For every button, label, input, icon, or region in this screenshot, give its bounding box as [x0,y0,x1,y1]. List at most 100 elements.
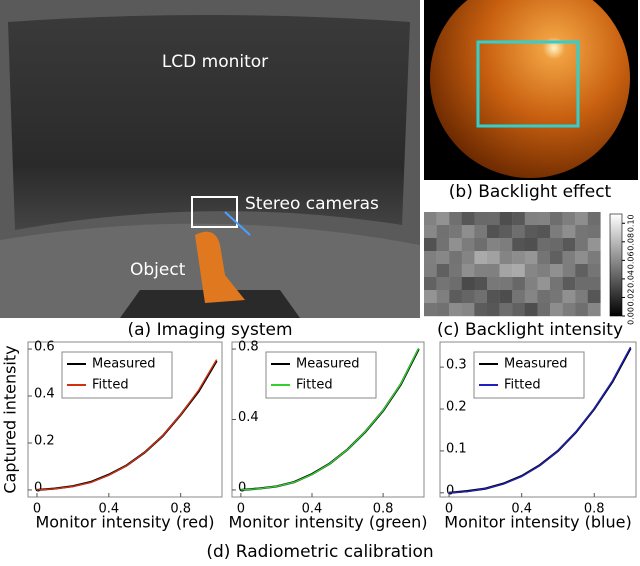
x-tick-label: 0.8 [584,502,605,517]
y-tick-label: 0.4 [34,387,55,402]
pixel [562,303,576,317]
pixel [587,264,601,278]
pixel [436,290,450,304]
pixel [537,212,551,226]
pixel [550,225,563,239]
pixel [474,264,488,278]
pixel [550,212,563,226]
pixel [524,264,538,278]
pixel [487,264,500,278]
pixel [449,212,462,226]
pixel [461,303,475,317]
pixel [487,238,500,252]
legend-box [61,351,173,399]
pixel [575,225,588,239]
y-tick-label: 0.4 [238,410,259,425]
x-tick-label: 0.4 [511,502,532,517]
colorbar-tick-label: 0.00 [627,307,636,325]
y-tick-label: 0 [238,480,246,495]
caption-c: (c) Backlight intensity [437,320,623,340]
pixel [424,238,437,252]
series-line [449,346,632,494]
pixel [436,225,450,239]
pixel [512,303,525,317]
pixel [424,212,437,226]
pixel [449,303,462,317]
y-tick-label: 0.1 [446,441,467,456]
legend-box [265,351,377,399]
y-tick-label: 0 [34,480,42,495]
pixel [562,277,576,291]
pixel [512,251,525,265]
pixel [424,290,437,304]
pixel [550,264,563,278]
pixel [487,251,500,265]
colorbar [609,213,623,317]
legend-box [473,351,585,399]
pixel [449,277,462,291]
pixel [575,303,588,317]
pixel [436,212,450,226]
pixel [524,277,538,291]
pixel [487,225,500,239]
pixel [499,251,513,265]
y-axis-label: Captured intensity [1,345,20,493]
y-tick-label: 0.6 [34,340,55,355]
x-axis-label: Monitor intensity (red) [35,513,214,532]
pixel [474,225,488,239]
caption-d: (d) Radiometric calibration [206,542,433,562]
x-axis-label: Monitor intensity (green) [228,513,427,532]
y-tick-label: 0.2 [34,433,55,448]
pixel [461,251,475,265]
pixel [449,238,462,252]
x-tick-label: 0 [237,502,245,517]
pixel [424,264,437,278]
pixel [499,277,513,291]
pixel [487,212,500,226]
pixel [436,264,450,278]
colorbar-tick-label: 0.04 [627,270,636,288]
y-tick-label: 0.8 [238,340,259,355]
pixel [524,251,538,265]
legend-label: Fitted [504,378,541,393]
label-cameras: Stereo cameras [245,194,379,214]
pixel [512,225,525,239]
pixel [449,290,462,304]
pixel [461,225,475,239]
label-lcd: LCD monitor [162,52,268,72]
pixel [562,225,576,239]
pixel [436,238,450,252]
pixel [474,212,488,226]
x-tick-label: 0.8 [170,502,191,517]
pixel [449,251,462,265]
pixel [550,251,563,265]
pixel [487,277,500,291]
x-tick-label: 0 [445,502,453,517]
pixel [562,212,576,226]
pixel [487,290,500,304]
pixel [436,251,450,265]
pixel [474,277,488,291]
series-line [36,359,218,491]
pixel [499,290,513,304]
pixel [499,225,513,239]
pixel [587,277,601,291]
colorbar-tick-label: 0.10 [627,214,636,232]
legend-label: Measured [504,357,568,372]
pixel [474,303,488,317]
pixel [499,303,513,317]
pixel [524,212,538,226]
caption-b: (b) Backlight effect [449,182,612,202]
pixel [499,264,513,278]
photo-imaging-system: LCD monitor Stereo cameras Object [0,0,420,318]
colorbar-tick-label: 0.02 [627,289,636,307]
pixel [575,290,588,304]
legend-label: Fitted [296,378,333,393]
pixel [587,251,601,265]
pixel [537,225,551,239]
x-tick-label: 0.4 [302,502,323,517]
pixel [537,238,551,252]
pixel [449,264,462,278]
pixel [550,277,563,291]
